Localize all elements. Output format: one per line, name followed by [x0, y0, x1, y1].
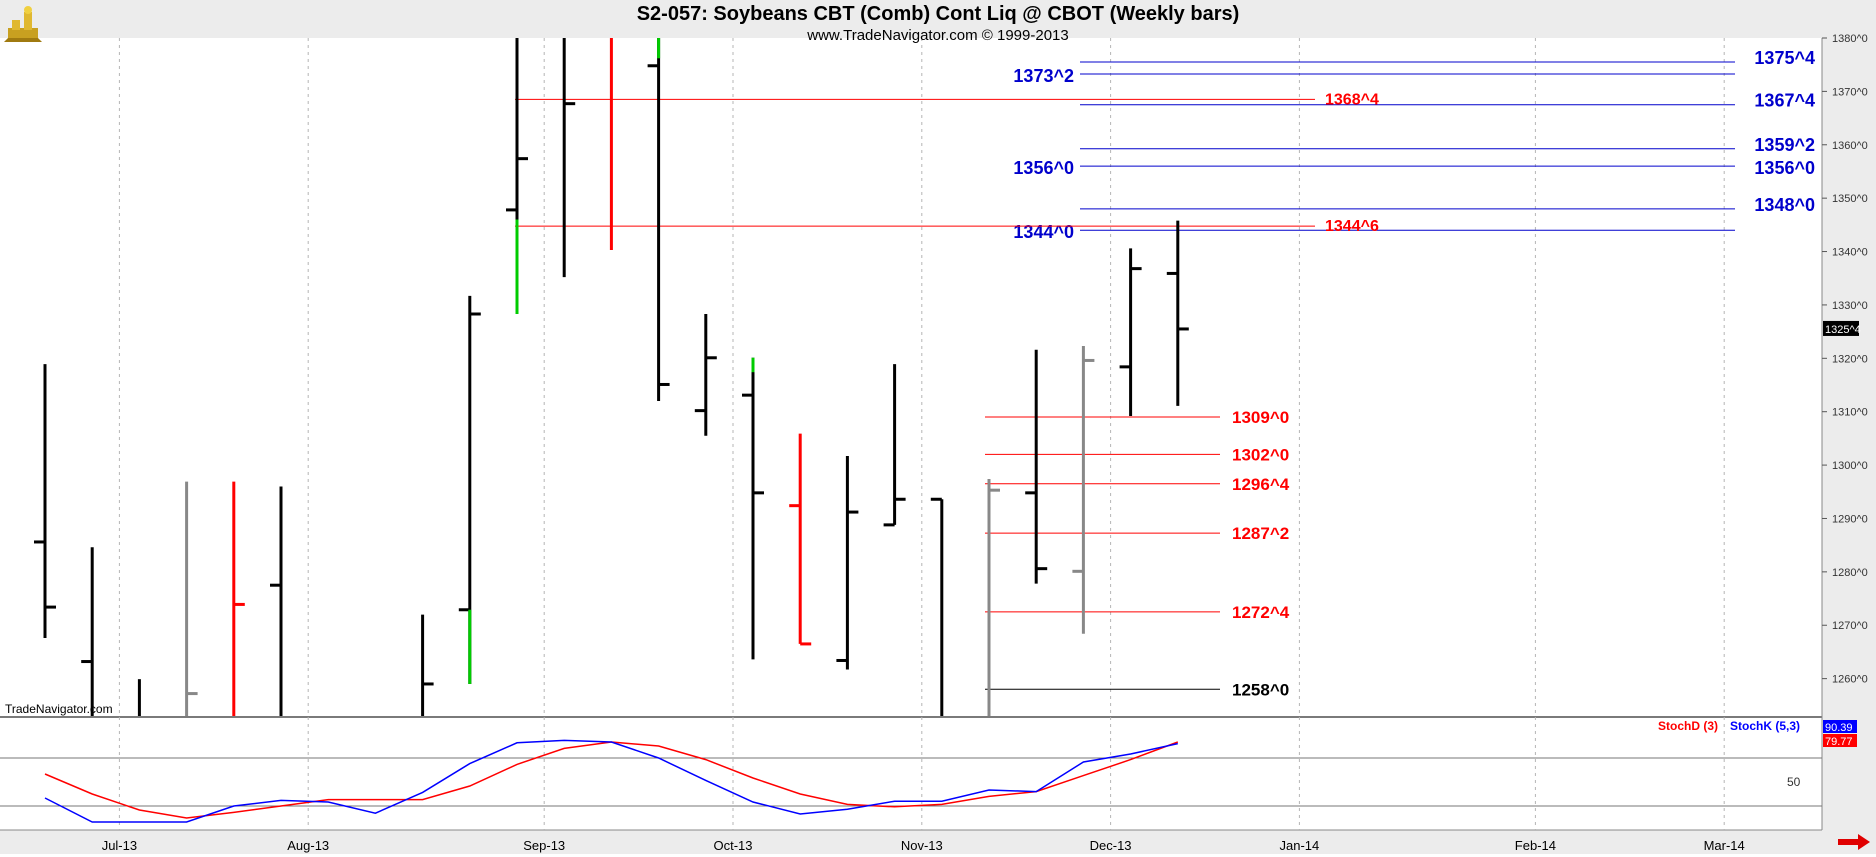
legend-stochd: StochD (3)	[1658, 719, 1718, 733]
scroll-right-arrow-icon[interactable]	[1836, 832, 1872, 852]
blue-level-label-right: 1359^2	[1754, 135, 1815, 155]
trade-navigator-logo	[2, 2, 44, 44]
stoch-last-box	[1823, 720, 1857, 733]
red-level-label: 1309^0	[1232, 408, 1289, 427]
blue-level-label-left: 1373^2	[1013, 66, 1074, 86]
y-tick-label: 1340^0	[1832, 247, 1868, 259]
x-tick-label: Nov-13	[901, 838, 943, 853]
y-tick-label: 1300^0	[1832, 460, 1868, 472]
y-tick-label: 1310^0	[1832, 407, 1868, 419]
black-level-label: 1258^0	[1232, 680, 1289, 699]
blue-level-label-right: 1367^4	[1754, 91, 1815, 111]
blue-level-label-right: 1348^0	[1754, 195, 1815, 215]
x-tick-label: Jul-13	[102, 838, 137, 853]
red-level-label: 1344^6	[1325, 218, 1379, 235]
blue-level-label-left: 1356^0	[1013, 158, 1074, 178]
x-tick-label: Aug-13	[287, 838, 329, 853]
x-tick-label: Mar-14	[1704, 838, 1745, 853]
price-panel	[0, 38, 1822, 716]
y-axis-area	[1822, 38, 1876, 830]
chart-title: S2-057: Soybeans CBT (Comb) Cont Liq @ C…	[636, 3, 1240, 25]
stoch-tick-label: 50	[1787, 775, 1801, 789]
x-tick-label: Dec-13	[1090, 838, 1132, 853]
legend-stochk: StochK (5,3)	[1730, 719, 1800, 733]
y-tick-label: 1350^0	[1832, 193, 1868, 205]
x-tick-label: Sep-13	[523, 838, 565, 853]
y-tick-label: 1270^0	[1832, 620, 1868, 632]
x-tick-label: Jan-14	[1280, 838, 1320, 853]
red-level-label: 1368^4	[1325, 91, 1379, 108]
stoch-last-box	[1823, 734, 1857, 747]
blue-level-label-left: 1344^0	[1013, 222, 1074, 242]
y-tick-label: 1280^0	[1832, 567, 1868, 579]
red-level-label: 1272^4	[1232, 603, 1290, 622]
x-tick-label: Feb-14	[1515, 838, 1556, 853]
y-tick-label: 1360^0	[1832, 140, 1868, 152]
last-price-box	[1823, 320, 1859, 336]
y-tick-label: 1290^0	[1832, 513, 1868, 525]
red-level-label: 1287^2	[1232, 524, 1289, 543]
red-level-label: 1296^4	[1232, 475, 1290, 494]
y-tick-label: 1370^0	[1832, 86, 1868, 98]
last-price-label: 1325^4	[1825, 324, 1861, 336]
y-tick-label: 1330^0	[1832, 300, 1868, 312]
y-tick-label: 1320^0	[1832, 353, 1868, 365]
watermark-text: TradeNavigator.com	[5, 702, 113, 716]
red-level-label: 1302^0	[1232, 445, 1289, 464]
y-tick-label: 1380^0	[1832, 33, 1868, 45]
chart-subtitle: www.TradeNavigator.com © 1999-2013	[807, 27, 1069, 44]
stoch-last-label: 79.77	[1825, 736, 1853, 748]
blue-level-label-right: 1356^0	[1754, 158, 1815, 178]
x-tick-label: Oct-13	[713, 838, 752, 853]
y-tick-label: 1260^0	[1832, 674, 1868, 686]
stoch-series-line	[44, 739, 1178, 823]
stoch-last-label: 90.39	[1825, 722, 1853, 734]
stoch-panel	[0, 718, 1822, 830]
blue-level-label-right: 1375^4	[1754, 48, 1815, 68]
